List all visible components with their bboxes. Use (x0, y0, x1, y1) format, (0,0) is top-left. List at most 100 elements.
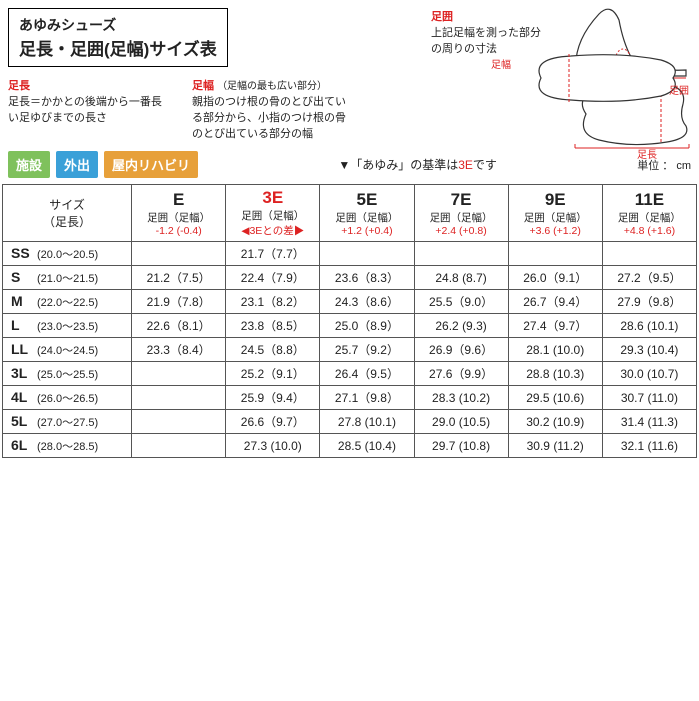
width-column-header: 3E足囲（足幅）◀3Eとの差▶ (226, 185, 320, 242)
table-row: S(21.0～21.5)21.2（7.5）22.4（7.9）23.6（8.3）2… (3, 266, 697, 290)
diagram-sokuhaba-label: 足幅 (491, 56, 511, 71)
table-body: SS(20.0～20.5)21.7（7.7）S(21.0～21.5)21.2（7… (3, 242, 697, 458)
table-row: 5L(27.0～27.5)26.6（9.7）27.8 (10.1)29.0 (1… (3, 410, 697, 434)
data-cell: 21.7（7.7） (226, 242, 320, 266)
data-cell: 27.6（9.9） (414, 362, 508, 386)
data-cell: 28.3 (10.2) (414, 386, 508, 410)
def-sokuhaba-desc: 親指のつけ根の骨のとび出ている部分から、小指のつけ根の骨のとび出ている部分の幅 (192, 93, 352, 141)
width-sub: 足囲（足幅） (513, 210, 598, 225)
def-ashii: 足囲 上記足幅を測った部分の周りの寸法 (431, 8, 541, 56)
table-row: LL(24.0～24.5)23.3（8.4）24.5（8.8）25.7（9.2）… (3, 338, 697, 362)
data-cell: 28.6 (10.1) (602, 314, 696, 338)
note-suffix: です (473, 158, 497, 172)
row-range: (27.0～27.5) (37, 417, 98, 429)
data-cell: 28.1 (10.0) (508, 338, 602, 362)
data-cell: 26.0（9.1） (508, 266, 602, 290)
width-diff: +3.6 (+1.2) (513, 225, 598, 237)
data-cell: 27.9（9.8） (602, 290, 696, 314)
data-cell: 25.2（9.1） (226, 362, 320, 386)
row-header: 6L(28.0～28.5) (3, 434, 132, 458)
row-header: LL(24.0～24.5) (3, 338, 132, 362)
data-cell: 28.8 (10.3) (508, 362, 602, 386)
row-header: M(22.0～22.5) (3, 290, 132, 314)
width-code: E (136, 190, 221, 210)
width-diff: ◀3Eとの差▶ (230, 223, 315, 238)
brand-name: あゆみシューズ (19, 15, 217, 35)
note-prefix: ▼「あゆみ」の基準は (338, 158, 458, 172)
row-range: (26.0～26.5) (37, 393, 98, 405)
width-column-header: E足囲（足幅）-1.2 (-0.4) (132, 185, 226, 242)
data-cell: 23.8（8.5） (226, 314, 320, 338)
row-header: S(21.0～21.5) (3, 266, 132, 290)
data-cell: 24.5（8.8） (226, 338, 320, 362)
data-cell (602, 242, 696, 266)
data-cell (132, 242, 226, 266)
width-code: 11E (607, 190, 692, 210)
row-code: S (11, 269, 37, 285)
row-range: (21.0～21.5) (37, 273, 98, 285)
data-cell: 30.2 (10.9) (508, 410, 602, 434)
data-cell (508, 242, 602, 266)
foot-mid-icon (531, 48, 681, 108)
data-cell (320, 242, 414, 266)
table-row: 4L(26.0～26.5)25.9（9.4）27.1（9.8）28.3 (10.… (3, 386, 697, 410)
width-diff: +4.8 (+1.6) (607, 225, 692, 237)
width-sub: 足囲（足幅） (230, 208, 315, 223)
data-cell: 21.9（7.8） (132, 290, 226, 314)
table-row: M(22.0～22.5)21.9（7.8）23.1（8.2）24.3（8.6）2… (3, 290, 697, 314)
row-range: (22.0～22.5) (37, 297, 98, 309)
badge-facility: 施設 (8, 151, 50, 178)
data-cell: 23.3（8.4） (132, 338, 226, 362)
width-sub: 足囲（足幅） (419, 210, 504, 225)
data-cell: 29.0 (10.5) (414, 410, 508, 434)
row-range: (20.0～20.5) (37, 249, 98, 261)
width-sub: 足囲（足幅） (607, 210, 692, 225)
data-cell: 22.4（7.9） (226, 266, 320, 290)
diagram-sokuchou-label: 足長 (637, 146, 657, 161)
data-cell: 29.3 (10.4) (602, 338, 696, 362)
data-cell: 25.0（8.9） (320, 314, 414, 338)
width-column-header: 11E足囲（足幅）+4.8 (+1.6) (602, 185, 696, 242)
size-header-cell: サイズ （足長） (3, 185, 132, 242)
width-code: 7E (419, 190, 504, 210)
badges-row: 施設 外出 屋内リハビリ ▼「あゆみ」の基準は3Eです 単位 ： cm (0, 145, 699, 180)
data-cell: 25.7（9.2） (320, 338, 414, 362)
row-range: (23.0～23.5) (37, 321, 98, 333)
data-cell (132, 362, 226, 386)
row-code: L (11, 317, 37, 333)
data-cell: 26.9（9.6） (414, 338, 508, 362)
data-cell: 31.4 (11.3) (602, 410, 696, 434)
badge-rehab: 屋内リハビリ (104, 151, 198, 178)
table-row: 6L(28.0～28.5)27.3 (10.0)28.5 (10.4)29.7 … (3, 434, 697, 458)
data-cell: 28.5 (10.4) (320, 434, 414, 458)
def-sokuhaba: 足幅 （足幅の最も広い部分） 親指のつけ根の骨のとび出ている部分から、小指のつけ… (192, 77, 352, 141)
data-cell: 32.1 (11.6) (602, 434, 696, 458)
data-cell: 23.1（8.2） (226, 290, 320, 314)
title-box: あゆみシューズ 足長・足囲(足幅)サイズ表 (8, 8, 228, 67)
note-em: 3E (458, 158, 473, 172)
row-header: 5L(27.0～27.5) (3, 410, 132, 434)
def-sokuchou-desc: 足長＝かかとの後端から一番長い足ゆびまでの長さ (8, 93, 168, 125)
data-cell: 27.8 (10.1) (320, 410, 414, 434)
header-left: あゆみシューズ 足長・足囲(足幅)サイズ表 足長 足長＝かかとの後端から一番長い… (8, 8, 431, 141)
data-cell: 24.8 (8.7) (414, 266, 508, 290)
row-code: 4L (11, 389, 37, 405)
data-cell: 25.5（9.0） (414, 290, 508, 314)
row-range: (28.0～28.5) (37, 441, 98, 453)
data-cell: 30.0 (10.7) (602, 362, 696, 386)
width-code: 5E (324, 190, 409, 210)
data-cell: 25.9（9.4） (226, 386, 320, 410)
data-cell: 22.6（8.1） (132, 314, 226, 338)
table-row: 3L(25.0～25.5)25.2（9.1）26.4（9.5）27.6（9.9）… (3, 362, 697, 386)
foot-diagrams: 足囲 上記足幅を測った部分の周りの寸法 足幅 足囲 足長 (431, 8, 691, 141)
def-sokuchou-title: 足長 (8, 77, 168, 93)
width-column-header: 5E足囲（足幅）+1.2 (+0.4) (320, 185, 414, 242)
data-cell (132, 434, 226, 458)
row-header: 3L(25.0～25.5) (3, 362, 132, 386)
standard-note: ▼「あゆみ」の基準は3Eです (204, 156, 631, 173)
row-range: (24.0～24.5) (37, 345, 98, 357)
data-cell: 29.5 (10.6) (508, 386, 602, 410)
row-code: 5L (11, 413, 37, 429)
data-cell (132, 410, 226, 434)
row-code: 3L (11, 365, 37, 381)
